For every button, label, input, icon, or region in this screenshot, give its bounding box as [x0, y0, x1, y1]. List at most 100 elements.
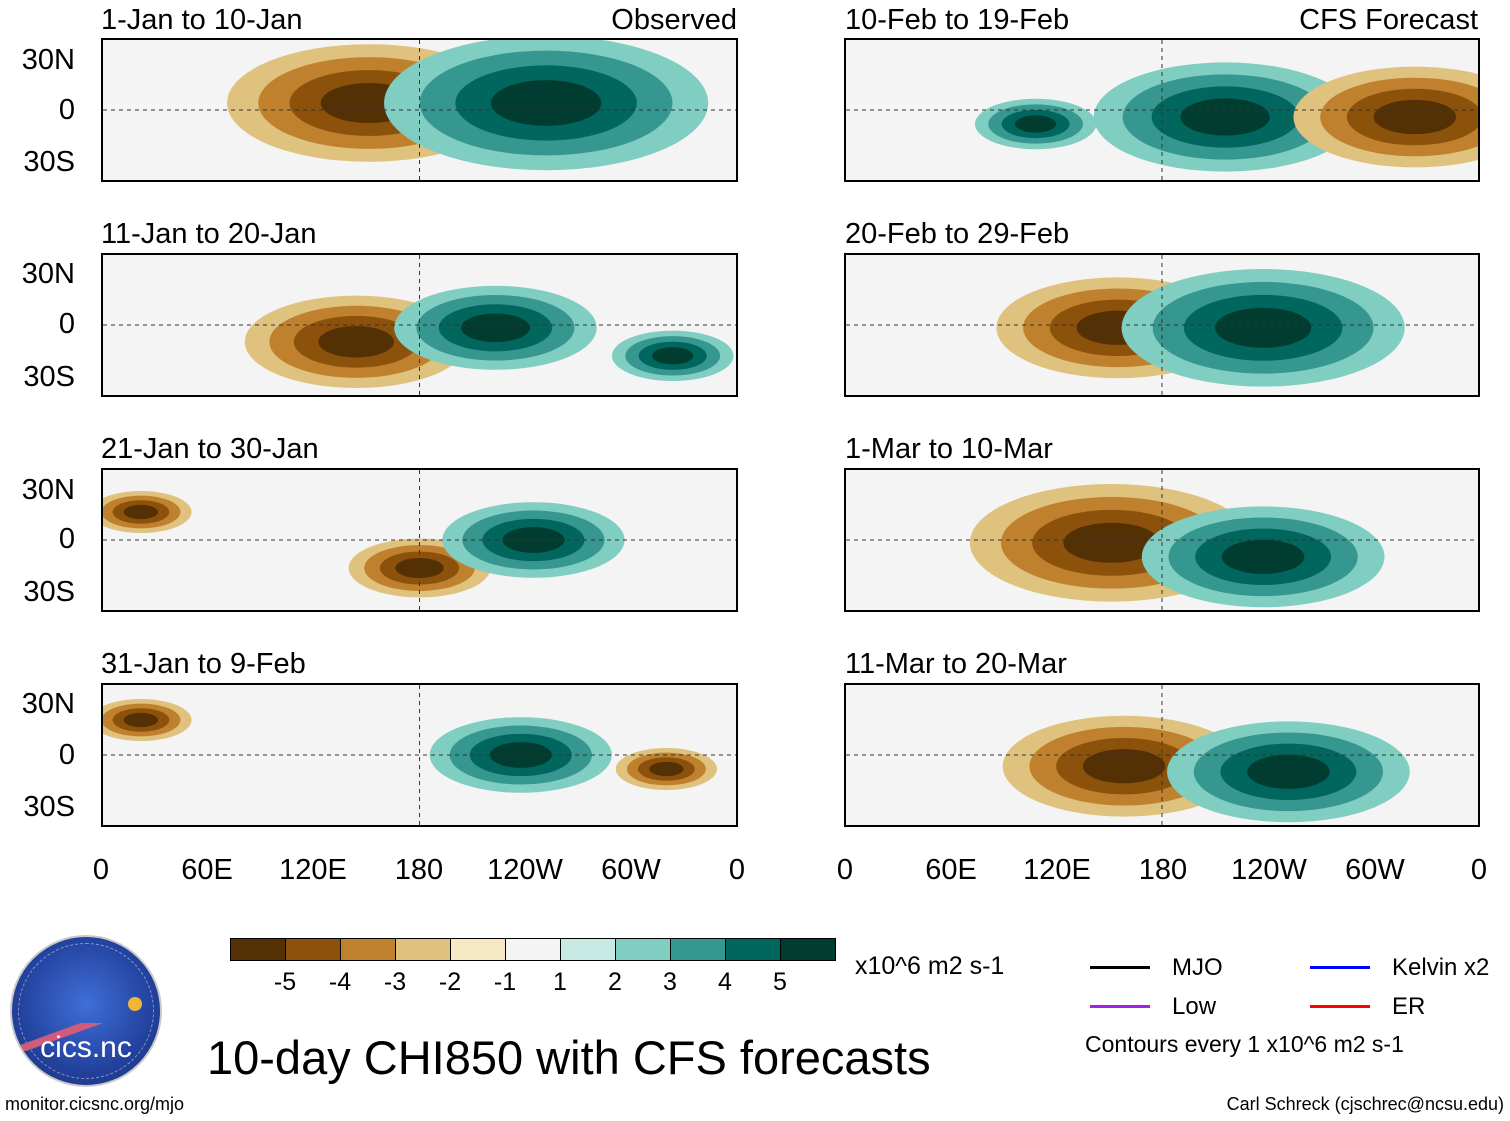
- colorbar-bin: [395, 938, 451, 961]
- lat-30s-4: 30S: [23, 791, 75, 823]
- logo-text: cics.nc: [40, 1031, 132, 1064]
- colorbar-bin: [780, 938, 836, 961]
- anomaly-contour-fill: [123, 504, 159, 520]
- legend-er-line: [1310, 1005, 1370, 1008]
- legend-mjo-line: [1090, 966, 1150, 969]
- lat-30s-3: 30S: [23, 576, 75, 608]
- colorbar-tick-label: -5: [273, 968, 297, 996]
- lat-30s-2: 30S: [23, 361, 75, 393]
- colorbar-tick-label: -4: [328, 968, 352, 996]
- colorbar-tick-label: 5: [773, 968, 787, 996]
- map-panel-4: [101, 683, 738, 827]
- map-panel-1: [101, 38, 738, 182]
- map-panel-2: [101, 253, 738, 397]
- lon-0-right: 0: [836, 854, 854, 886]
- anomaly-contour-fill: [652, 347, 694, 365]
- lon-120w-right: 120W: [1231, 854, 1307, 886]
- lon-120e-right: 120E: [1023, 854, 1091, 886]
- panel-title-3: 21-Jan to 30-Jan: [101, 433, 319, 465]
- map-panel-6: [844, 253, 1480, 397]
- logo-mountain-icon: [12, 1023, 160, 1051]
- anomaly-contour-fill: [461, 313, 530, 343]
- colorbar-tick-label: -2: [438, 968, 462, 996]
- map-panel-5: [844, 38, 1480, 182]
- colorbar-bin: [450, 938, 506, 961]
- footer-credit: Carl Schreck (cjschrec@ncsu.edu): [1226, 1094, 1504, 1114]
- legend-er-label: ER: [1392, 993, 1426, 1020]
- anomaly-contour-fill: [1214, 307, 1312, 348]
- anomaly-contour-fill: [318, 326, 395, 358]
- map-panel-8: [844, 683, 1480, 827]
- colorbar-tick-label: -1: [493, 968, 517, 996]
- map-field: [103, 255, 736, 395]
- panel-title-1: 1-Jan to 10-Jan: [101, 4, 303, 36]
- legend-kelvin-label: Kelvin x2: [1392, 954, 1490, 981]
- lon-180-left: 180: [394, 854, 444, 886]
- lon-0-left: 0: [92, 854, 110, 886]
- legend-low-line: [1090, 1005, 1150, 1008]
- anomaly-contour-fill: [1373, 99, 1457, 135]
- colorbar-tick-label: 2: [608, 968, 622, 996]
- map-panel-3: [101, 468, 738, 612]
- colorbar-bin: [505, 938, 561, 961]
- lon-120w-left: 120W: [487, 854, 563, 886]
- lat-30n-3: 30N: [21, 474, 75, 506]
- legend-low-label: Low: [1172, 993, 1217, 1020]
- anomaly-contour-fill: [1180, 98, 1270, 136]
- map-field: [103, 40, 736, 180]
- map-panel-7: [844, 468, 1480, 612]
- lat-30n-1: 30N: [21, 44, 75, 76]
- map-field: [846, 40, 1478, 180]
- anomaly-contour-fill: [502, 527, 565, 553]
- colorbar-tick-label: -3: [383, 968, 407, 996]
- colorbar-bin: [725, 938, 781, 961]
- panel-title-4: 31-Jan to 9-Feb: [101, 648, 306, 680]
- logo-ring: [18, 943, 154, 1079]
- colorbar-tick-label: 1: [553, 968, 567, 996]
- legend-mjo-label: MJO: [1172, 954, 1223, 981]
- colorbar-bin: [340, 938, 396, 961]
- map-field: [846, 685, 1478, 825]
- anomaly-contour-fill: [1247, 754, 1330, 789]
- colorbar-bin: [230, 938, 286, 961]
- colorbar-tick-label: 4: [718, 968, 732, 996]
- lon-60w-right: 60W: [1345, 854, 1405, 886]
- lon-60w-left: 60W: [601, 854, 661, 886]
- map-field: [846, 255, 1478, 395]
- lon-60e-left: 60E: [181, 854, 233, 886]
- lat-0-3: 0: [58, 523, 75, 555]
- observed-label: Observed: [611, 4, 737, 36]
- footer-url[interactable]: monitor.cicsnc.org/mjo: [5, 1094, 185, 1114]
- panel-title-5: 10-Feb to 19-Feb: [845, 4, 1070, 36]
- colorbar-bin: [560, 938, 616, 961]
- panel-title-6: 20-Feb to 29-Feb: [845, 218, 1070, 250]
- map-field: [103, 685, 736, 825]
- anomaly-contour-fill: [123, 712, 159, 728]
- map-field: [846, 470, 1478, 610]
- anomaly-contour-fill: [1082, 749, 1166, 784]
- colorbar-units: x10^6 m2 s-1: [855, 952, 1005, 980]
- lat-0-4: 0: [58, 739, 75, 771]
- colorbar-tick-label: 3: [663, 968, 677, 996]
- colorbar-bin: [285, 938, 341, 961]
- figure-title: 10-day CHI850 with CFS forecasts: [207, 1031, 931, 1084]
- contour-note: Contours every 1 x10^6 m2 s-1: [1085, 1031, 1404, 1057]
- lat-30s-1: 30S: [23, 146, 75, 178]
- lon-0-end-left: 0: [728, 854, 746, 886]
- anomaly-contour-fill: [491, 80, 602, 126]
- lat-30n-4: 30N: [21, 688, 75, 720]
- lat-0-1: 0: [58, 94, 75, 126]
- lon-120e-left: 120E: [279, 854, 347, 886]
- anomaly-contour-fill: [1221, 539, 1305, 574]
- lat-0-2: 0: [58, 308, 75, 340]
- forecast-label: CFS Forecast: [1299, 4, 1478, 36]
- panel-title-8: 11-Mar to 20-Mar: [845, 648, 1067, 680]
- lon-0-end-right: 0: [1470, 854, 1488, 886]
- anomaly-contour-fill: [1014, 115, 1057, 133]
- logo-sun-icon: [128, 997, 142, 1011]
- panel-title-7: 1-Mar to 10-Mar: [845, 433, 1053, 465]
- lat-30n-2: 30N: [21, 258, 75, 290]
- anomaly-contour-fill: [1063, 522, 1160, 563]
- cics-logo: cics.nc: [10, 935, 162, 1087]
- colorbar-bin: [615, 938, 671, 961]
